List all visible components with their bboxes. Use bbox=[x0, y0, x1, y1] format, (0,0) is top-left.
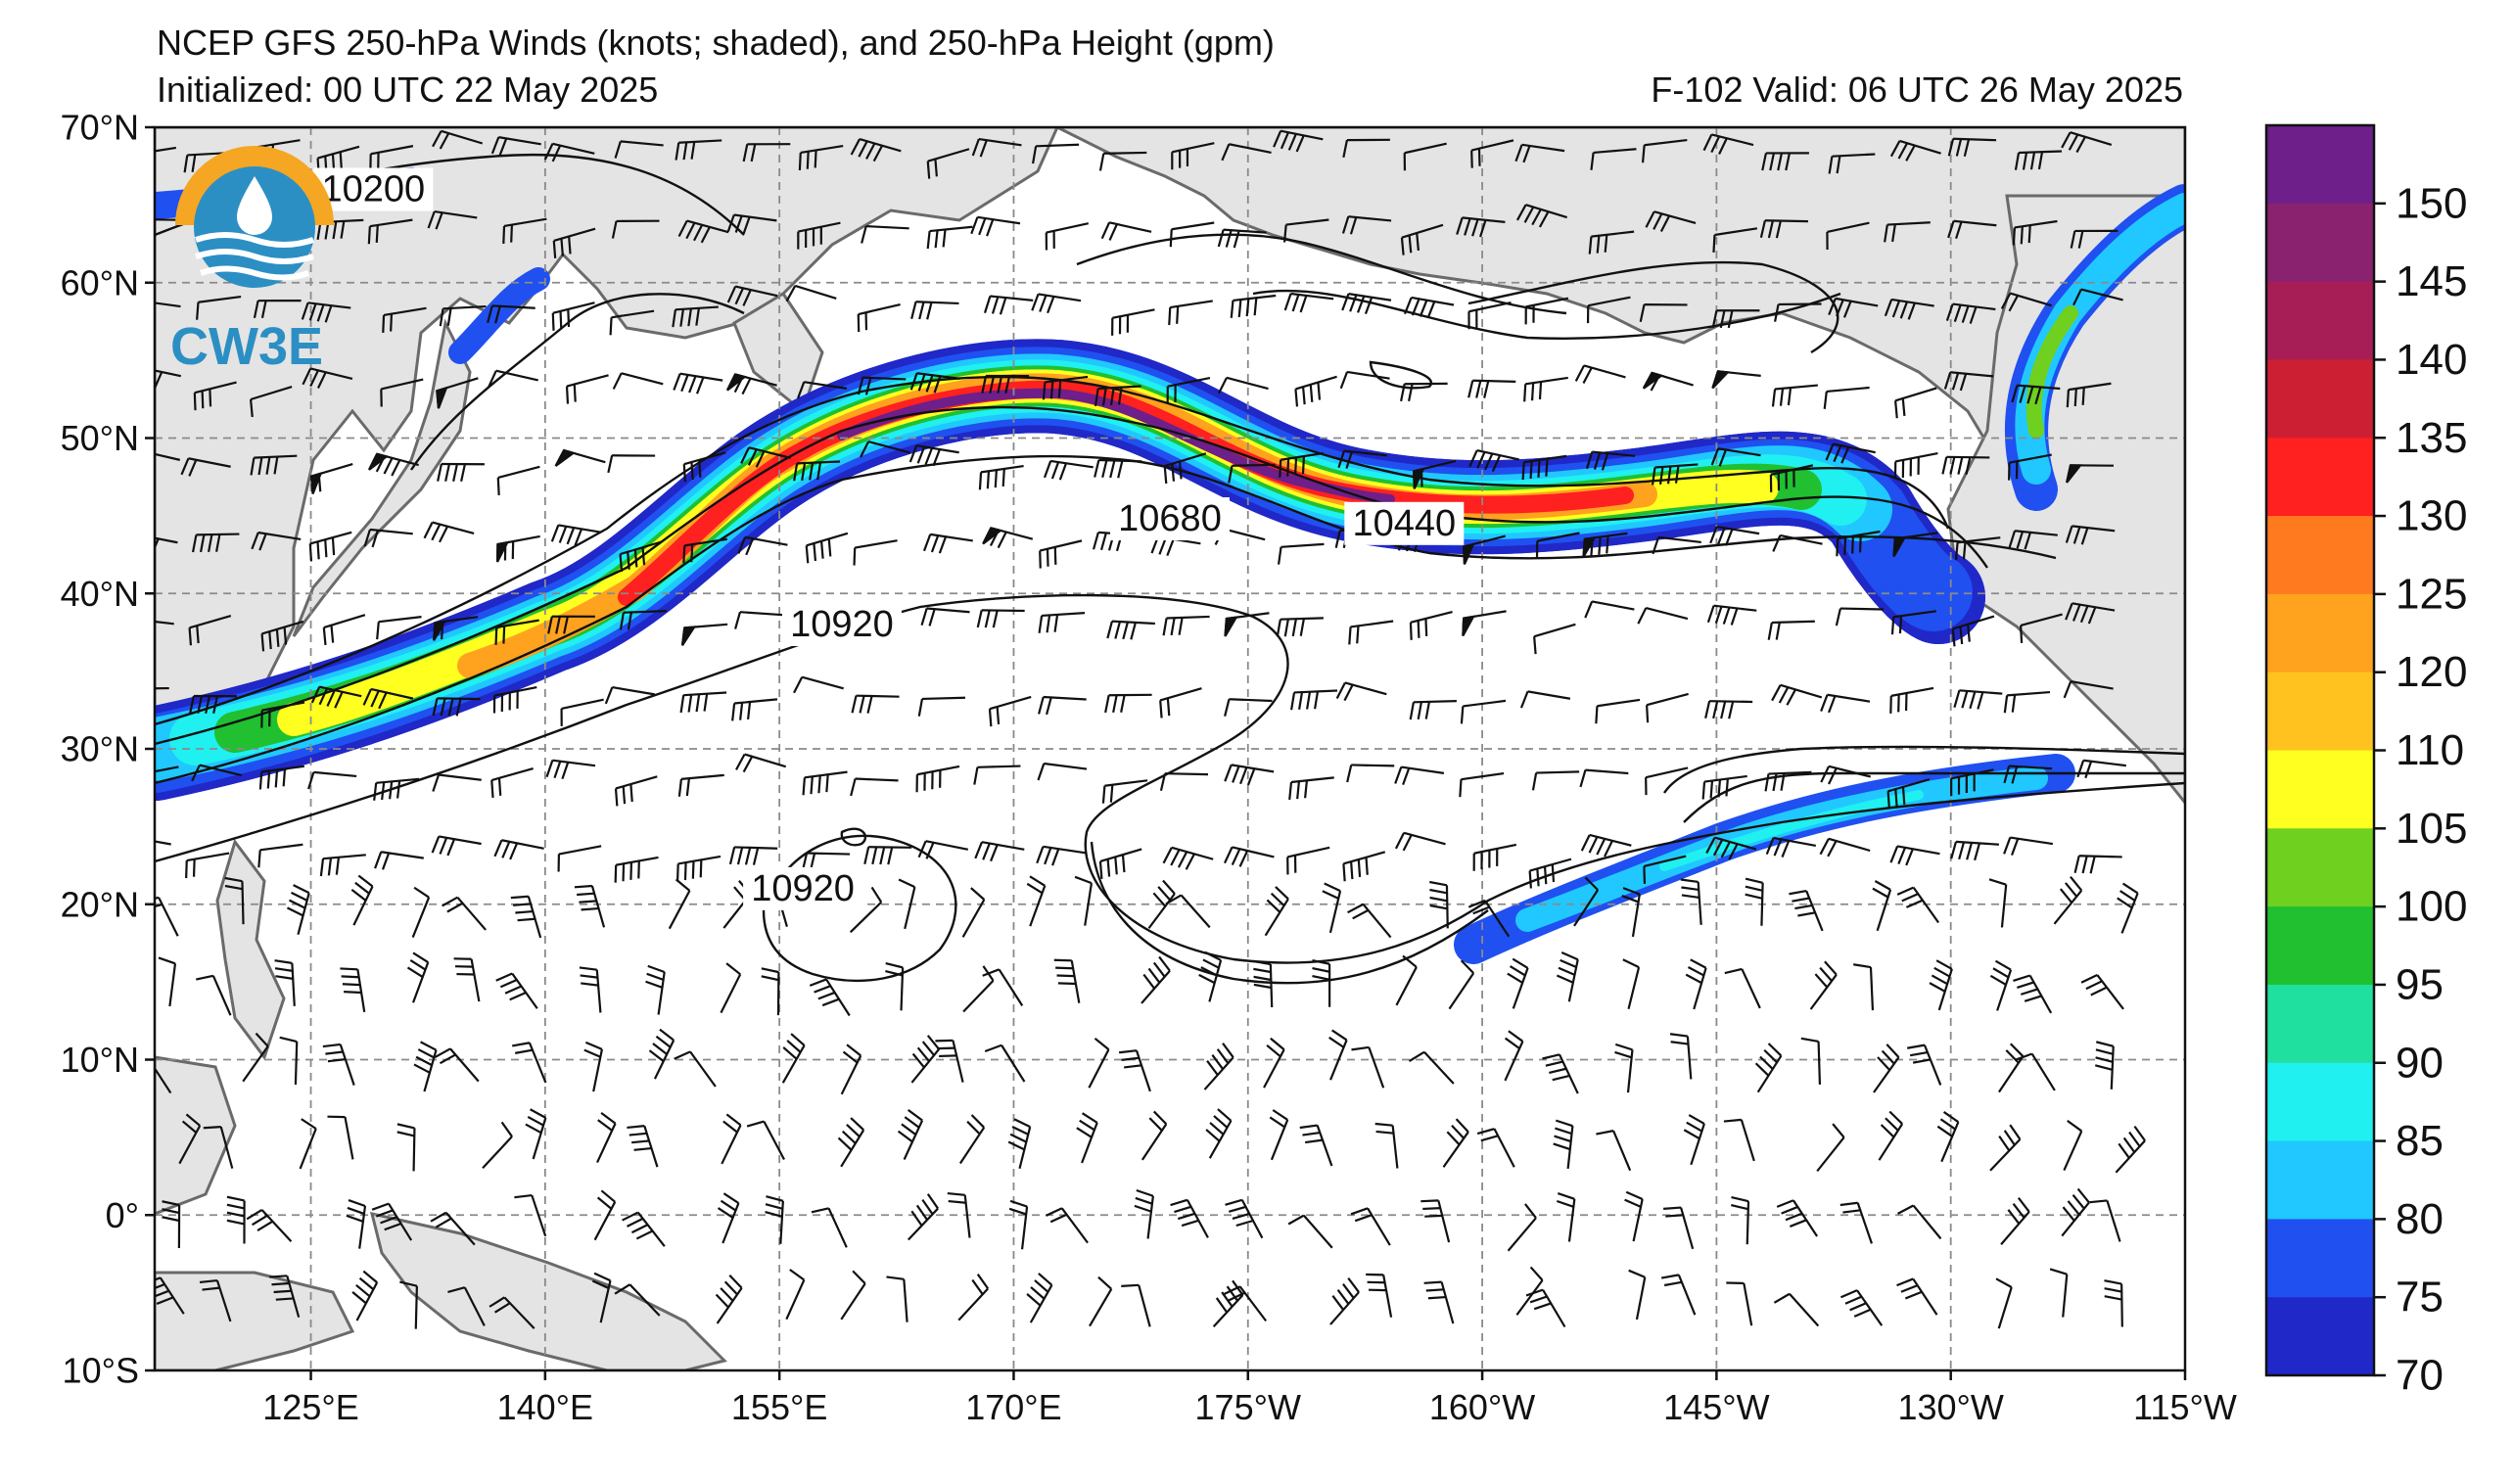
contour-label-text: 10440 bbox=[1352, 503, 1456, 544]
colorbar-segment bbox=[2266, 985, 2374, 1063]
lat-label: 60°N bbox=[61, 262, 139, 302]
colorbar-segment bbox=[2266, 906, 2374, 985]
contour-label: 10200 bbox=[313, 168, 433, 211]
lat-label: 20°N bbox=[61, 884, 139, 924]
lon-label: 170°E bbox=[965, 1387, 1061, 1427]
colorbar-segment bbox=[2266, 672, 2374, 751]
colorbar-tick-label: 130 bbox=[2396, 492, 2467, 540]
colorbar-tick-label: 90 bbox=[2396, 1039, 2444, 1087]
colorbar-tick-label: 85 bbox=[2396, 1117, 2444, 1165]
longitude-axis: 125°E 140°E 155°E 170°E 175°W 160°W 145°W 130°W… bbox=[262, 1370, 2237, 1427]
lat-label: 10°S bbox=[63, 1351, 139, 1391]
colorbar-segment bbox=[2266, 1141, 2374, 1220]
map-area: 10200 10680 10440 10920 10920 bbox=[122, 127, 2185, 1370]
lat-label: 70°N bbox=[61, 108, 139, 148]
lat-label: 0° bbox=[106, 1195, 139, 1235]
contour-label-text: 10680 bbox=[1118, 498, 1222, 539]
colorbar-tick-label: 150 bbox=[2396, 179, 2467, 227]
latitude-axis: 70°N 60°N 50°N 40°N 30°N 20°N 10°N 0° 10°S bbox=[61, 108, 155, 1391]
contour-label: 10440 bbox=[1344, 502, 1464, 545]
contour-label: 10920 bbox=[782, 603, 902, 646]
logo-text: CW3E bbox=[170, 317, 323, 376]
colorbar-segment bbox=[2266, 751, 2374, 829]
lon-label: 155°E bbox=[731, 1387, 827, 1427]
colorbar-tick-label: 80 bbox=[2396, 1195, 2444, 1243]
contour-label-text: 10920 bbox=[790, 604, 894, 645]
lon-label: 145°W bbox=[1663, 1387, 1769, 1427]
colorbar-segment bbox=[2266, 1297, 2374, 1375]
colorbar-segment bbox=[2266, 1063, 2374, 1141]
colorbar-tick-label: 70 bbox=[2396, 1352, 2444, 1400]
colorbar-tick-label: 105 bbox=[2396, 805, 2467, 853]
colorbar-segment bbox=[2266, 125, 2374, 204]
contour-label-text: 10920 bbox=[751, 868, 855, 909]
init-time: Initialized: 00 UTC 22 May 2025 bbox=[157, 70, 658, 110]
title-line1: NCEP GFS 250-hPa Winds (knots; shaded), … bbox=[157, 23, 1275, 63]
colorbar-tick-label: 75 bbox=[2396, 1274, 2444, 1322]
colorbar-tick-label: 135 bbox=[2396, 414, 2467, 462]
lon-label: 115°W bbox=[2133, 1387, 2237, 1427]
colorbar-segment bbox=[2266, 1219, 2374, 1297]
contour-label: 10680 bbox=[1110, 497, 1230, 540]
lat-label: 50°N bbox=[61, 418, 139, 458]
colorbar-tick-label: 110 bbox=[2396, 726, 2464, 774]
colorbar-segment bbox=[2266, 594, 2374, 672]
colorbar-segment bbox=[2266, 828, 2374, 906]
contour-label-text: 10200 bbox=[322, 169, 426, 210]
lat-label: 40°N bbox=[61, 574, 139, 614]
colorbar-segment bbox=[2266, 438, 2374, 516]
colorbar-tick-label: 95 bbox=[2396, 960, 2444, 1008]
colorbar-tick-label: 145 bbox=[2396, 257, 2467, 305]
colorbar-segment bbox=[2266, 282, 2374, 360]
lon-label: 175°W bbox=[1195, 1387, 1301, 1427]
colorbar-tick-label: 100 bbox=[2396, 883, 2467, 931]
lon-label: 160°W bbox=[1429, 1387, 1535, 1427]
colorbar-segment bbox=[2266, 359, 2374, 438]
lon-label: 130°W bbox=[1897, 1387, 2003, 1427]
lat-label: 10°N bbox=[61, 1040, 139, 1080]
colorbar-segment bbox=[2266, 204, 2374, 282]
contour-label: 10920 bbox=[743, 867, 862, 910]
valid-time: F-102 Valid: 06 UTC 26 May 2025 bbox=[1651, 70, 2183, 110]
lon-label: 125°E bbox=[262, 1387, 358, 1427]
colorbar-tick-label: 125 bbox=[2396, 570, 2467, 618]
colorbar-tick-label: 120 bbox=[2396, 648, 2467, 696]
colorbar: 150 145 140 135 130 125 120 110 105 100 95 90 85 80 75… bbox=[2266, 125, 2467, 1400]
lat-label: 30°N bbox=[61, 729, 139, 769]
lon-label: 140°E bbox=[497, 1387, 593, 1427]
colorbar-tick-label: 140 bbox=[2396, 336, 2467, 384]
colorbar-segment bbox=[2266, 516, 2374, 594]
